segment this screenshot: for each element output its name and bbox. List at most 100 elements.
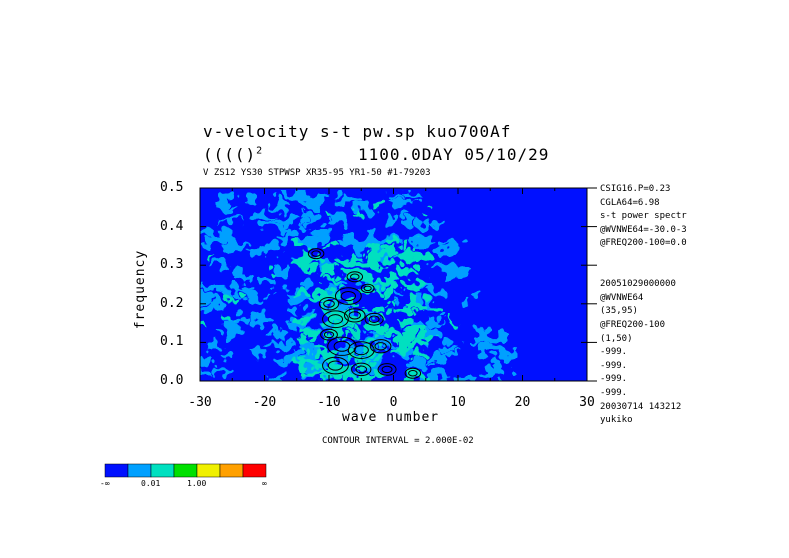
contour-line <box>327 336 357 356</box>
power-field-light <box>220 354 234 360</box>
colorbar-label: -∞ <box>100 479 110 488</box>
power-field-mid <box>392 305 406 310</box>
power-field-mid <box>400 267 415 274</box>
power-field-mid <box>323 277 336 283</box>
power-field-mid <box>327 358 337 367</box>
power-field-light <box>200 356 209 366</box>
power-field-light <box>200 366 215 376</box>
power-field-mid <box>301 352 310 363</box>
power-field-mid <box>413 244 421 253</box>
power-field-light <box>270 217 296 224</box>
power-field-light <box>240 284 254 293</box>
power-field-light <box>207 339 218 350</box>
side-info-line: -999. <box>600 387 628 398</box>
power-field-light <box>473 345 490 355</box>
power-field-mid <box>365 334 379 341</box>
y-tick-label: 0.0 <box>160 373 184 388</box>
power-field-light <box>211 297 221 310</box>
power-field-light <box>428 289 451 297</box>
power-field-mid <box>307 369 319 376</box>
power-field-mid <box>341 372 356 381</box>
power-field-light <box>383 214 395 223</box>
power-field-light <box>207 261 232 268</box>
side-info-line: yukiko <box>600 415 633 426</box>
power-field-mid <box>361 372 374 378</box>
subtitle-right: 1100.0DAY 05/10/29 <box>358 145 550 164</box>
side-info-line: CSIG16.P=0.23 <box>600 184 671 194</box>
side-info-line: -999. <box>600 347 628 358</box>
power-field-light <box>243 249 269 256</box>
y-tick-label: 0.4 <box>160 218 184 234</box>
power-field-mid <box>381 279 400 287</box>
power-field-mid <box>320 263 336 272</box>
power-field-light <box>407 360 432 366</box>
side-info-line: -999. <box>600 360 628 371</box>
power-field-light <box>399 190 424 195</box>
contour-line <box>327 360 344 371</box>
power-field-light <box>449 244 464 255</box>
x-tick-label: -30 <box>188 395 212 410</box>
contour-line <box>348 311 361 320</box>
power-field-light <box>296 278 311 289</box>
contour-line <box>327 314 344 325</box>
power-field-light <box>402 365 411 372</box>
side-info-panel: CSIG16.P=0.23 CGLA64=6.98 s-t power spectr… <box>600 183 687 428</box>
colorbar-swatch <box>219 463 244 478</box>
power-field-mid <box>351 211 361 218</box>
power-field-mid <box>326 216 331 220</box>
power-field-mid <box>375 315 386 321</box>
side-info-line: (35,95) <box>600 306 638 317</box>
power-field-light <box>388 193 404 198</box>
power-field-mid <box>230 296 237 301</box>
power-field-mid <box>390 265 405 276</box>
x-axis-label: wave number <box>342 410 440 425</box>
power-field-mid <box>334 259 347 266</box>
power-field-mid <box>447 320 453 327</box>
power-field-light <box>284 306 299 316</box>
power-field-mid <box>378 321 387 330</box>
power-field-mid <box>423 212 430 216</box>
side-info-line: 20051029000000 <box>600 279 676 290</box>
power-field-light <box>218 217 244 223</box>
power-field-light <box>415 221 428 233</box>
power-field-light <box>468 292 484 298</box>
power-field-light <box>220 206 242 211</box>
power-field-light <box>439 345 460 352</box>
power-field-mid <box>295 288 312 295</box>
contour-line <box>368 315 380 323</box>
contour-line <box>322 310 349 329</box>
power-field-light <box>301 310 312 317</box>
power-field-light <box>436 313 446 320</box>
power-field-mid <box>290 241 309 252</box>
power-field-mid <box>408 327 420 334</box>
power-field-light <box>200 227 215 237</box>
power-field-light <box>247 197 259 209</box>
power-field-light <box>440 261 464 274</box>
power-field-mid <box>320 270 334 277</box>
power-field-light <box>250 213 276 219</box>
power-field-light <box>262 295 273 300</box>
x-tick-label: -20 <box>252 395 277 410</box>
power-field-mid <box>352 261 359 267</box>
power-field-light <box>282 337 291 348</box>
power-field-light <box>297 212 314 223</box>
power-field-mid <box>416 300 429 309</box>
power-field-mid <box>412 350 426 360</box>
power-field-light <box>330 213 346 224</box>
power-field-light <box>241 292 261 302</box>
power-field-mid <box>409 258 422 265</box>
contour-line <box>404 367 422 379</box>
colorbar-label: ∞ <box>262 479 267 488</box>
power-field-mid <box>349 254 358 261</box>
contour-line <box>360 283 375 294</box>
power-field-light <box>462 298 472 305</box>
subtitle-left: (((() <box>203 145 257 164</box>
power-field-mid <box>294 256 311 265</box>
x-tick-label: 0 <box>389 395 398 410</box>
power-field-light <box>395 301 408 307</box>
contour-line <box>340 290 356 302</box>
x-tick-label: 20 <box>514 395 531 410</box>
y-tick-label: 0.5 <box>160 180 184 195</box>
power-field-light <box>266 375 283 381</box>
power-field-light <box>499 350 518 360</box>
